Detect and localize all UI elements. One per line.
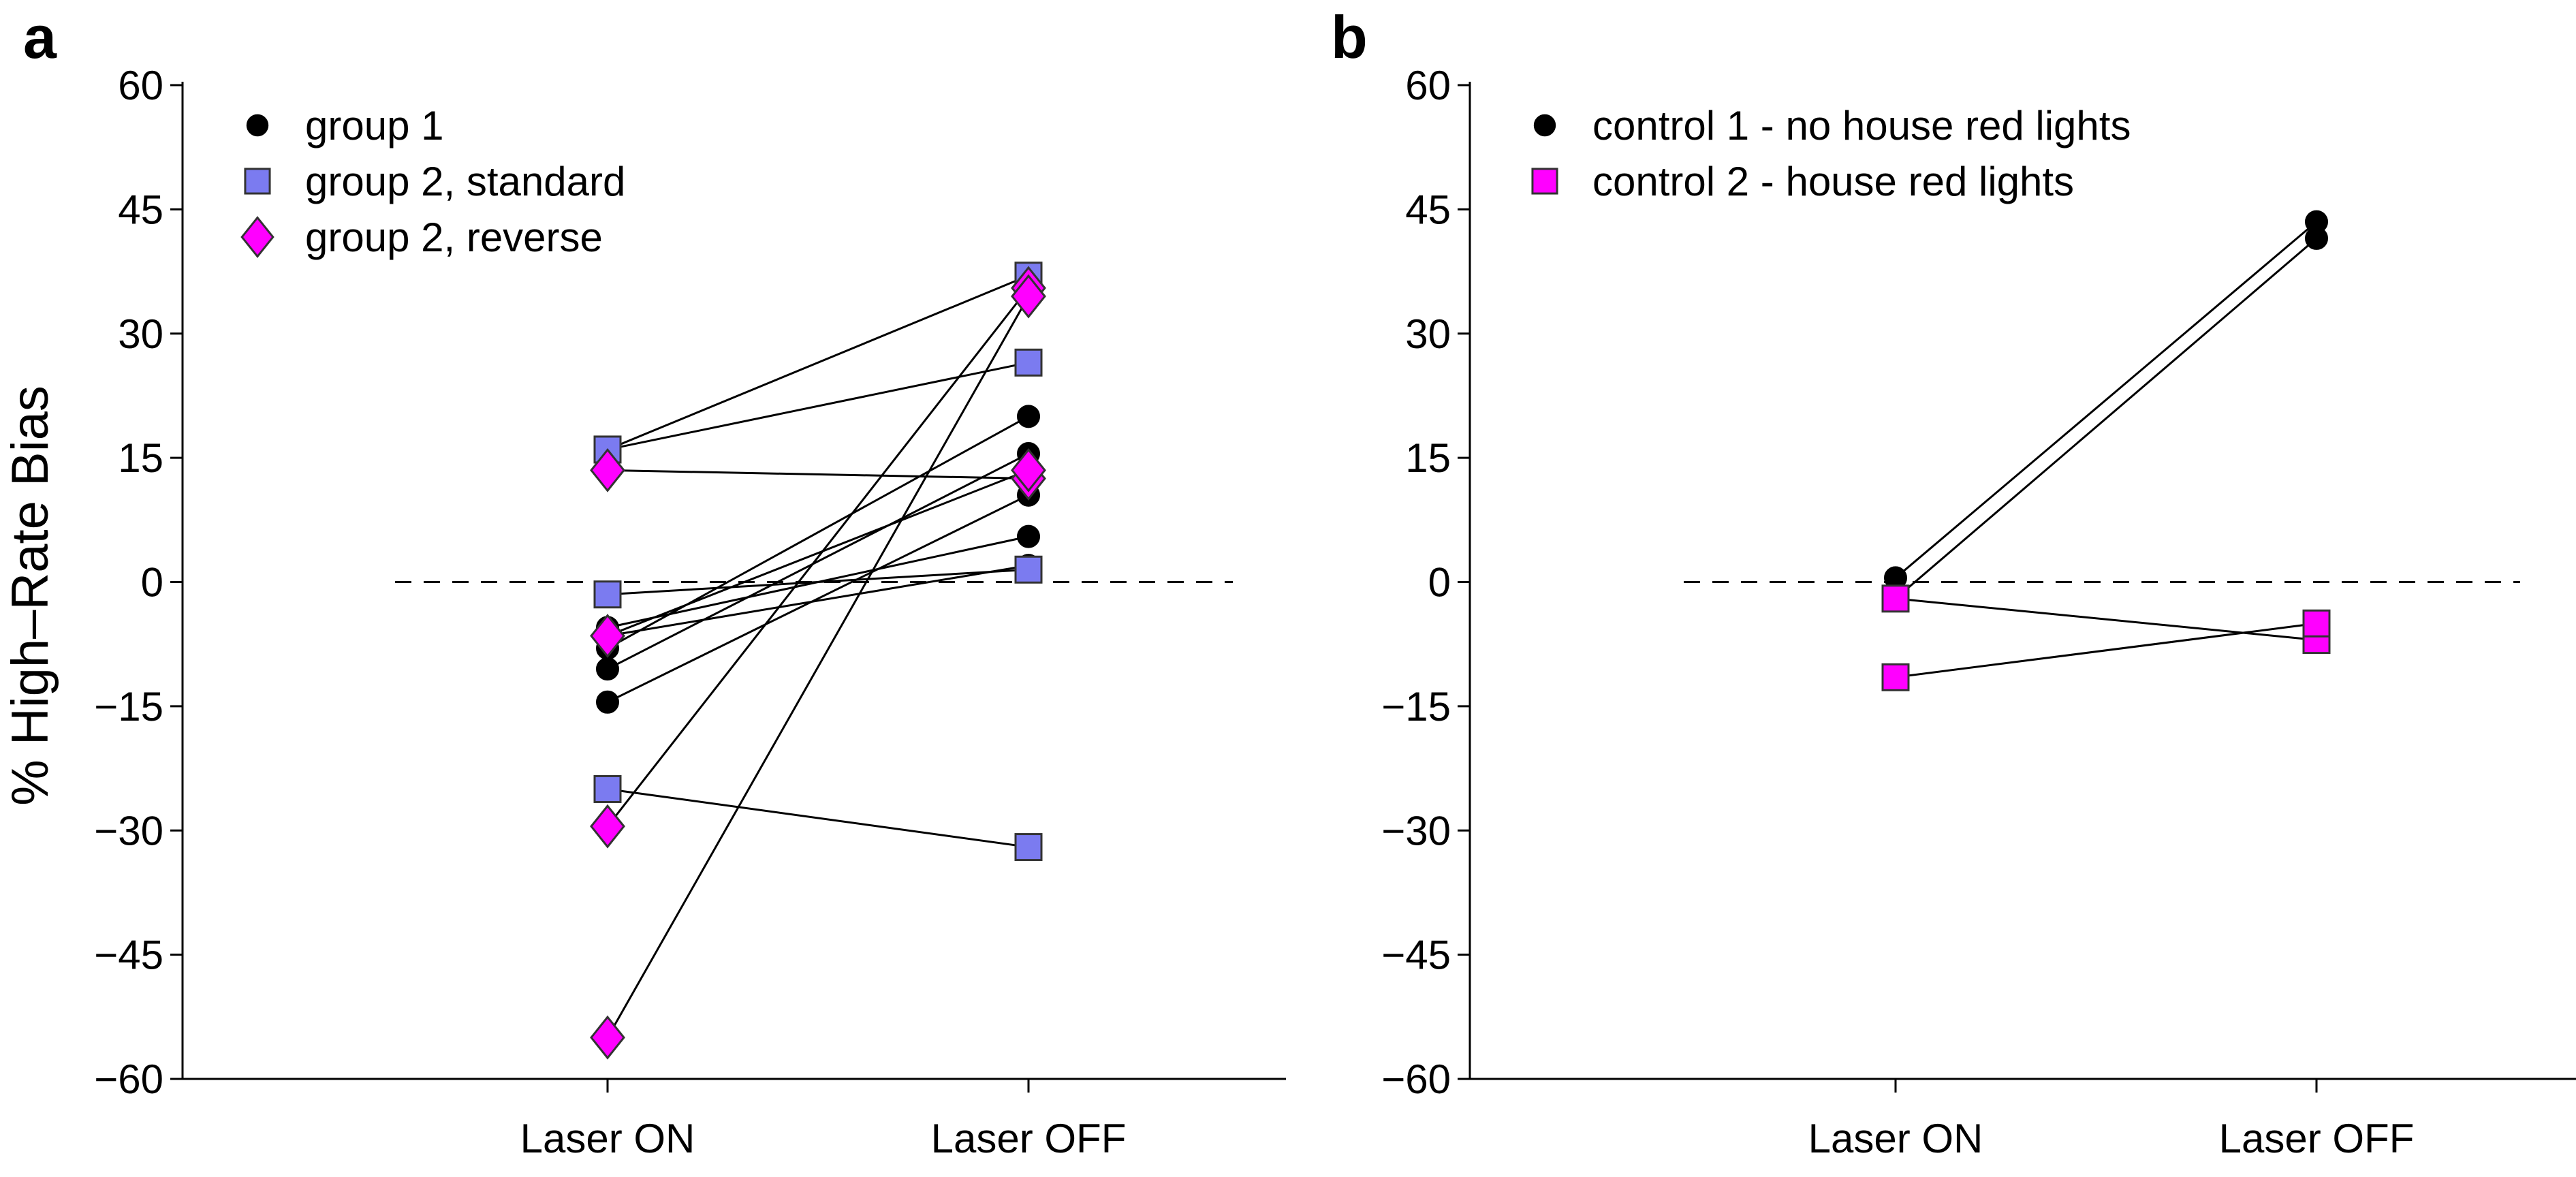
legend: group 1 group 2, standard group 2, reverse (240, 103, 625, 260)
legend: control 1 - no house red lights control 2… (1531, 103, 2131, 204)
data-points (590, 262, 1046, 1060)
legend-label: control 2 - house red lights (1592, 159, 2074, 204)
series-lines (606, 274, 1030, 1038)
y-tick-label: −15 (1381, 684, 1451, 729)
y-tick-label: 30 (1405, 311, 1451, 357)
series-line (607, 452, 1029, 670)
y-tick-label: −30 (1381, 808, 1451, 853)
legend-label: control 1 - no house red lights (1592, 103, 2131, 148)
series-lines (1895, 221, 2317, 678)
series-line (1895, 622, 2317, 678)
series-line (607, 469, 1029, 480)
y-tick-label: 60 (118, 63, 163, 108)
data-point-square (1881, 663, 1910, 691)
series-line (606, 287, 1030, 828)
y-axis-label: % High–Rate Bias (1, 386, 59, 806)
series-line (607, 494, 1029, 704)
series-line (607, 274, 1029, 451)
data-point-square (1014, 833, 1043, 862)
series-line (607, 564, 1029, 638)
data-point-circle (1017, 405, 1040, 428)
series-line (1895, 221, 2317, 579)
data-point-square (593, 774, 622, 803)
y-tick-label: 0 (141, 560, 163, 606)
y-tick-label: 45 (1405, 187, 1451, 232)
data-point-diamond (590, 614, 625, 658)
y-tick-label: −45 (1381, 932, 1451, 978)
data-point-diamond (1011, 274, 1046, 319)
series-line (1895, 237, 2317, 599)
data-points (1881, 210, 2331, 691)
data-point-square (1881, 584, 1910, 613)
data-point-square (593, 580, 622, 609)
legend-marker-square (1531, 168, 1558, 195)
panel-letter: b (1331, 3, 1368, 71)
y-tick-label: −15 (94, 684, 163, 729)
y-tick-label: −30 (94, 808, 163, 853)
y-tick-label: −60 (1381, 1056, 1451, 1102)
legend-label: group 2, reverse (305, 215, 603, 260)
y-tick-label: −60 (94, 1056, 163, 1102)
y-tick-label: 45 (118, 187, 163, 232)
y-tick-label: 0 (1428, 560, 1451, 606)
series-line (1895, 597, 2317, 642)
legend-label: group 2, standard (305, 159, 625, 204)
data-point-circle (1017, 524, 1040, 548)
data-point-square (1014, 555, 1043, 584)
y-tick-label: 15 (1405, 435, 1451, 481)
data-point-diamond (1011, 448, 1046, 492)
panel-b: b 60 45 30 15 0 −15 −30 −45 −60 Laser ON Laser OFF c… (1331, 3, 2576, 1161)
panel-a: a 60 45 30 15 0 −15 −30 −45 −60 Laser ON Laser OFF%… (1, 3, 1286, 1161)
data-point-diamond (590, 1015, 625, 1060)
panel-letter: a (23, 3, 57, 71)
series-line (607, 415, 1029, 650)
data-point-square (1014, 348, 1043, 377)
data-point-square (2302, 609, 2331, 638)
data-point-diamond (590, 804, 625, 849)
series-line (606, 296, 1030, 1038)
data-point-diamond (590, 448, 625, 492)
legend-marker-diamond (240, 216, 274, 258)
x-tick-label: Laser ON (520, 1116, 695, 1161)
data-point-circle (596, 657, 619, 681)
legend-label: group 1 (305, 103, 444, 148)
legend-marker-square (244, 168, 271, 195)
y-tick-label: 30 (118, 311, 163, 357)
legend-marker-circle (1533, 114, 1556, 137)
data-point-circle (596, 690, 619, 714)
series-line (607, 469, 1029, 637)
x-tick-label: Laser ON (1808, 1116, 1983, 1161)
series-line (607, 787, 1029, 849)
x-tick-label: Laser OFF (2219, 1116, 2415, 1161)
y-tick-label: 15 (118, 435, 163, 481)
data-point-circle (2305, 226, 2328, 250)
y-tick-label: 60 (1405, 63, 1451, 108)
legend-marker-circle (246, 114, 269, 137)
y-tick-label: −45 (94, 932, 163, 978)
x-tick-label: Laser OFF (931, 1116, 1127, 1161)
series-line (607, 568, 1029, 596)
